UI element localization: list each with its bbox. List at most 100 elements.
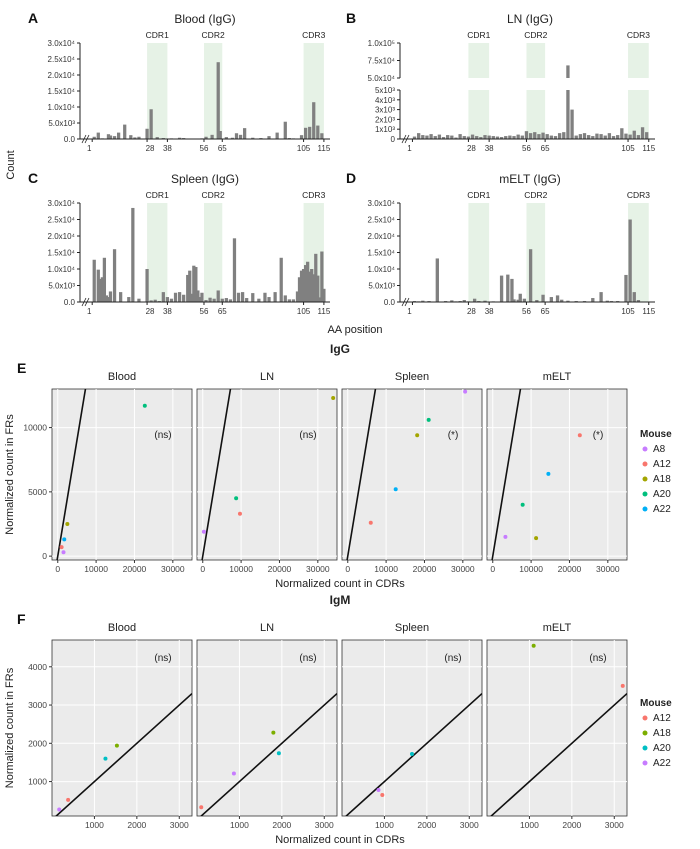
y-tick-label: 3.0x10⁴	[48, 39, 76, 48]
x-tick-label: 0	[55, 564, 60, 574]
facet-title: LN	[260, 622, 274, 634]
bar	[479, 137, 483, 139]
bar	[236, 292, 241, 302]
reference-line	[490, 692, 627, 816]
panel-background	[51, 639, 193, 817]
legend-item: A12	[653, 713, 671, 724]
y-tick-label: 2000	[28, 738, 47, 748]
point-a18	[415, 433, 420, 438]
bar	[190, 293, 194, 302]
bar	[216, 62, 220, 140]
y-tick-label: 1.0x10⁴	[48, 103, 76, 112]
bar	[177, 137, 182, 139]
bar	[545, 134, 549, 139]
bar	[210, 134, 214, 139]
bar	[520, 135, 524, 139]
legend-item: A22	[653, 758, 671, 769]
bar	[112, 249, 117, 302]
bar	[112, 136, 117, 139]
bar	[104, 295, 109, 302]
bar	[299, 135, 304, 139]
bar	[208, 297, 212, 302]
y-tick-label: 2.0x10⁴	[48, 71, 76, 80]
legend-marker	[642, 730, 648, 736]
bar	[316, 275, 320, 302]
bar	[587, 135, 591, 139]
x-tick-label: 30000	[596, 564, 620, 574]
bar	[535, 300, 539, 302]
bar	[145, 128, 149, 139]
bar	[200, 292, 204, 302]
bar	[301, 269, 306, 302]
bar	[578, 134, 583, 139]
point-a12	[66, 797, 71, 802]
reference-line	[346, 389, 377, 560]
bar	[149, 109, 153, 139]
point-a8	[61, 550, 66, 555]
bar	[574, 135, 578, 139]
bar	[483, 300, 487, 302]
bar	[228, 299, 233, 302]
panel-background	[486, 639, 628, 817]
point-a12	[577, 433, 582, 438]
cdr-region	[526, 90, 546, 139]
x-tick-label: 65	[541, 307, 550, 316]
bar	[161, 292, 165, 302]
panel-letter: F	[17, 611, 26, 627]
significance-label: (ns)	[299, 653, 316, 664]
legend-marker	[642, 745, 648, 751]
scatter-panel-ln: LN (ns) 1000 2000 3000	[196, 622, 338, 830]
bar	[186, 274, 190, 302]
bar	[472, 298, 477, 302]
bar	[632, 130, 636, 139]
point-a22	[393, 487, 398, 492]
x-tick-label: 10000	[229, 564, 253, 574]
y-tick-label: 1.5x10⁴	[48, 249, 76, 258]
panel-letter: D	[346, 170, 356, 186]
bar	[267, 297, 271, 302]
bar	[100, 277, 104, 302]
significance-label: (ns)	[154, 430, 171, 441]
bar	[541, 132, 545, 139]
x-tick-label: 1	[87, 144, 92, 153]
point-a12	[620, 683, 625, 688]
y-tick-label: 0.0	[64, 135, 76, 144]
x-tick-label: 30000	[306, 564, 330, 574]
bar	[312, 102, 316, 139]
bar	[640, 127, 645, 139]
scatter-group-F: F IgM Blood (ns) 1000 2000 3000 1000 2000 3000 400…	[4, 593, 672, 846]
bar	[119, 292, 123, 302]
bar-panel-C: C Spleen (IgG)CDR1 CDR2 CDR3 0.0 5.0x10³ 1.0x1…	[28, 170, 331, 316]
y-tick-label: 1x10³	[375, 125, 395, 134]
bar	[98, 278, 102, 302]
y-tick-label: 1.5x10⁴	[48, 87, 76, 96]
x-tick-label: 28	[467, 144, 476, 153]
bar	[257, 298, 261, 302]
reference-line	[201, 389, 232, 560]
cdr-region	[303, 43, 324, 139]
x-tick-label: 0	[200, 564, 205, 574]
bar	[155, 137, 159, 139]
bar	[297, 277, 302, 302]
bar	[92, 136, 96, 139]
bar	[628, 134, 632, 139]
cdr-region	[628, 43, 649, 78]
point-a20	[276, 751, 281, 756]
bar	[238, 134, 243, 139]
point-a22	[62, 537, 67, 542]
x-tick-label: 28	[146, 144, 155, 153]
y-tick-label: 2.0x10⁴	[368, 232, 396, 241]
bar	[137, 136, 141, 139]
bar	[220, 298, 224, 302]
legend-item: A20	[653, 743, 671, 754]
bar	[308, 126, 312, 139]
bar	[566, 65, 570, 78]
x-tick-label: 30000	[161, 564, 185, 574]
bar	[283, 121, 287, 139]
bar	[454, 137, 458, 139]
bar	[632, 292, 636, 302]
y-tick-label: 0.0	[64, 298, 76, 307]
bar	[194, 267, 198, 302]
bar	[102, 257, 107, 302]
x-tick-label: 38	[485, 144, 494, 153]
